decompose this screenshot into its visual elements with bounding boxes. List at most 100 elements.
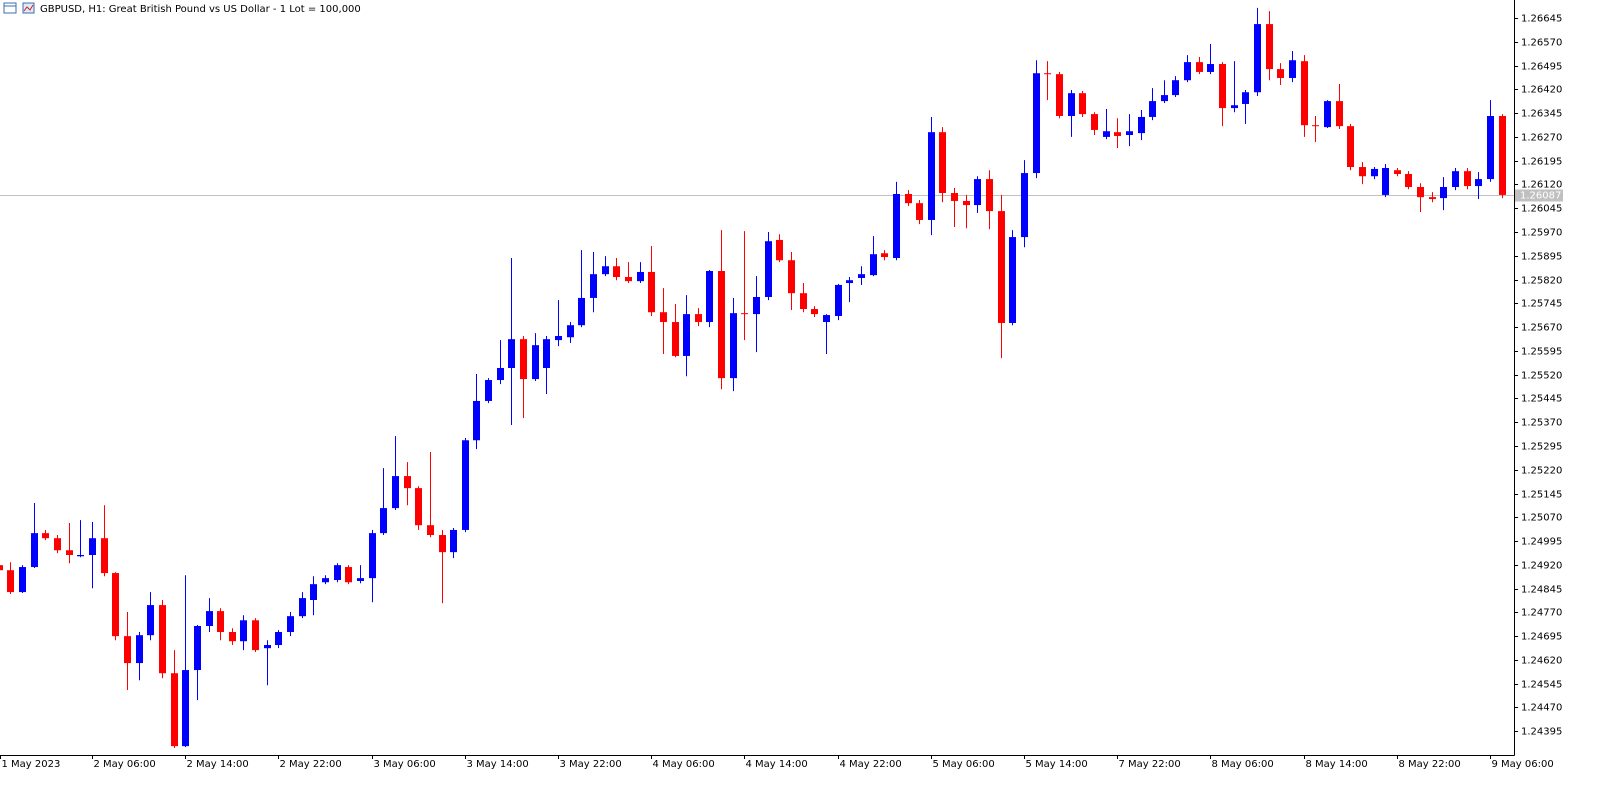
candle-body — [1161, 95, 1168, 102]
candle-body — [1324, 101, 1331, 128]
y-tick-label: 1.26270 — [1521, 133, 1562, 144]
candle-body — [1475, 179, 1482, 187]
candle-body — [159, 605, 166, 674]
candle-body — [147, 605, 154, 636]
candle-body — [264, 645, 271, 649]
x-tick-label: 7 May 22:00 — [1119, 759, 1181, 770]
y-tick-label: 1.25295 — [1521, 442, 1562, 453]
candle-body — [1126, 131, 1133, 136]
y-tick-label: 1.24995 — [1521, 537, 1562, 548]
candle-body — [1382, 167, 1389, 195]
candle-body — [101, 538, 108, 574]
y-tick-label: 1.25970 — [1521, 228, 1562, 239]
bid-label-box — [1515, 189, 1563, 202]
candle-body — [881, 253, 888, 258]
candle-body — [1138, 116, 1145, 134]
candle-body — [1394, 170, 1401, 175]
y-tick-label: 1.24695 — [1521, 632, 1562, 643]
candle-body — [986, 179, 993, 212]
y-tick-label: 1.24845 — [1521, 585, 1562, 596]
candle-body — [648, 271, 655, 313]
candle-body — [287, 616, 294, 633]
candle-body — [1417, 187, 1424, 198]
candle-body — [1266, 24, 1273, 70]
candle-body — [1114, 132, 1121, 136]
candle-body — [1033, 73, 1040, 174]
y-tick-label: 1.25670 — [1521, 323, 1562, 334]
y-tick-label: 1.25595 — [1521, 347, 1562, 358]
candle-body — [1347, 126, 1354, 168]
candle-body — [415, 488, 422, 526]
candle-body — [543, 339, 550, 368]
candle-body — [217, 611, 224, 633]
candle-body — [765, 241, 772, 297]
x-tick-label: 3 May 22:00 — [560, 759, 622, 770]
candle-body — [1289, 60, 1296, 78]
candle-body — [1207, 64, 1214, 72]
y-tick-label: 1.26495 — [1521, 62, 1562, 73]
candle-body — [42, 533, 49, 539]
y-tick-label: 1.25895 — [1521, 252, 1562, 263]
candle-body — [1184, 62, 1191, 81]
candle-body — [916, 203, 923, 220]
x-tick-label: 3 May 14:00 — [467, 759, 529, 770]
candle-body — [1336, 101, 1343, 127]
candle-body — [206, 611, 213, 626]
candle-body — [54, 538, 61, 551]
y-tick-label: 1.26420 — [1521, 85, 1562, 96]
candle-body — [1499, 116, 1506, 195]
candle-body — [835, 284, 842, 317]
y-tick-label: 1.26045 — [1521, 204, 1562, 215]
candle-body — [672, 322, 679, 356]
y-tick-label: 1.25070 — [1521, 513, 1562, 524]
y-tick-label: 1.26195 — [1521, 157, 1562, 168]
candle-body — [1079, 93, 1086, 115]
y-tick-label: 1.26120 — [1521, 180, 1562, 191]
candle-body — [998, 211, 1005, 323]
candle-body — [427, 525, 434, 536]
candle-body — [683, 314, 690, 356]
candle-body — [1172, 80, 1179, 96]
candle-body — [590, 274, 597, 298]
candle-body — [229, 632, 236, 642]
candle-body — [718, 271, 725, 379]
candle-body — [485, 380, 492, 401]
candle-body — [706, 271, 713, 323]
x-tick-label: 4 May 14:00 — [746, 759, 808, 770]
candle-body — [89, 538, 96, 555]
candle-body — [730, 313, 737, 379]
x-tick-label: 4 May 22:00 — [840, 759, 902, 770]
x-tick-label: 5 May 14:00 — [1026, 759, 1088, 770]
candle-body — [1242, 92, 1249, 104]
y-tick-label: 1.24770 — [1521, 608, 1562, 619]
candle-body — [660, 312, 667, 323]
candle-body — [893, 193, 900, 259]
x-tick-label: 2 May 22:00 — [280, 759, 342, 770]
candle-body — [182, 670, 189, 747]
candle-body — [124, 636, 131, 664]
candle-body — [1009, 237, 1016, 323]
candle-body — [905, 193, 912, 204]
candle-body — [811, 309, 818, 315]
x-tick-label: 1 May 2023 — [2, 759, 61, 770]
candle-body — [858, 274, 865, 278]
candle-body — [951, 193, 958, 201]
candle-body — [613, 266, 620, 278]
candle-body — [800, 293, 807, 310]
candle-body — [31, 533, 38, 568]
candle-body — [578, 297, 585, 326]
candle-body — [1196, 62, 1203, 72]
y-tick-label: 1.26570 — [1521, 38, 1562, 49]
candle-body — [275, 632, 282, 646]
candle-body — [741, 313, 748, 315]
candle-body — [439, 535, 446, 553]
candle-body — [870, 254, 877, 276]
candle-body — [19, 567, 26, 593]
candle-body — [1487, 116, 1494, 180]
candle-body — [1021, 173, 1028, 238]
candle-body — [299, 598, 306, 617]
candle-body — [532, 345, 539, 380]
x-tick-label: 8 May 14:00 — [1306, 759, 1368, 770]
candle-body — [1091, 114, 1098, 130]
